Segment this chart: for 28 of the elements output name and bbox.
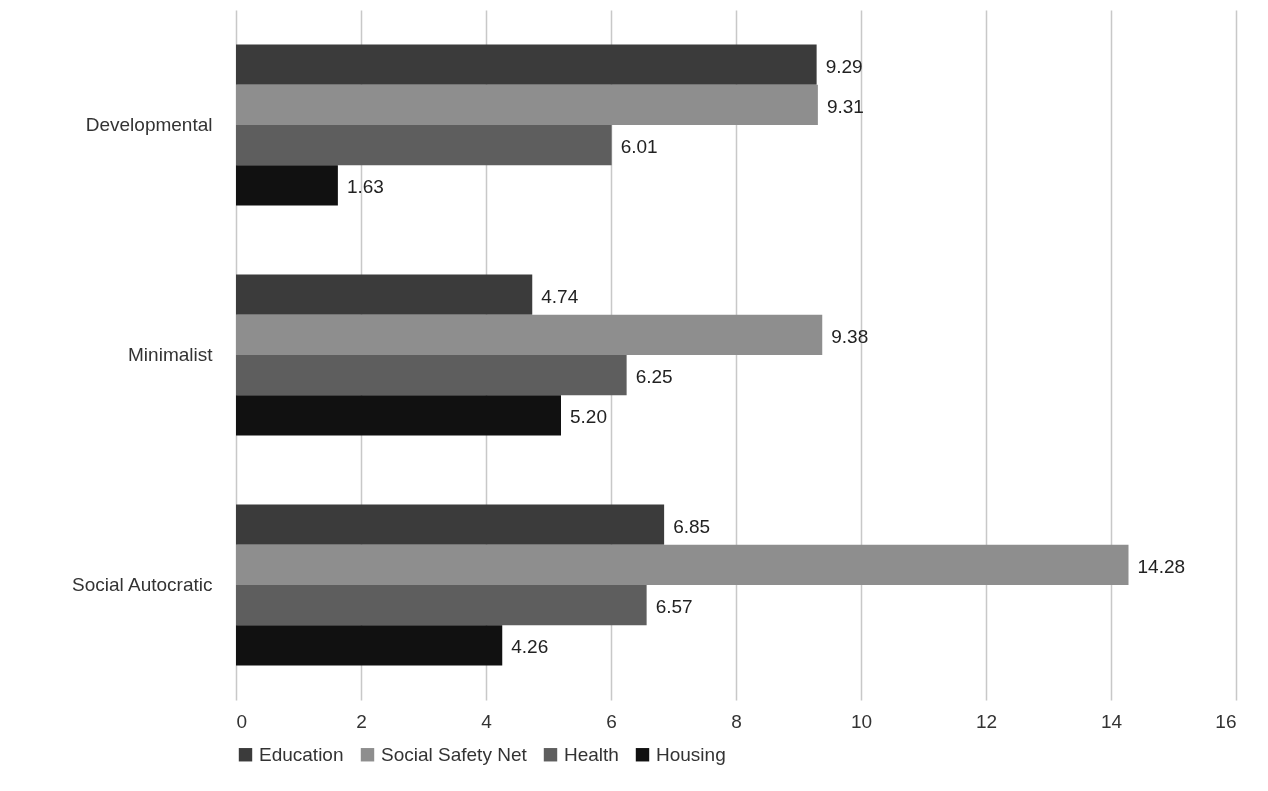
- data-label: 6.85: [673, 515, 711, 537]
- x-tick-label: 16: [1215, 710, 1237, 732]
- data-label: 14.28: [1137, 555, 1186, 577]
- data-label: 5.20: [570, 406, 607, 428]
- data-label: 9.31: [826, 95, 864, 117]
- x-tick-label: 14: [1100, 710, 1123, 732]
- x-tick-label: 10: [850, 710, 873, 732]
- data-label: 1.63: [346, 176, 384, 198]
- x-tick-label: 2: [356, 710, 367, 732]
- legend-label: Education: [259, 743, 344, 765]
- x-tick-label: 8: [731, 710, 742, 732]
- x-tick-label: 12: [975, 710, 998, 732]
- legend-label: Health: [564, 743, 619, 765]
- data-label: 9.29: [825, 55, 863, 77]
- x-tick-label: 6: [606, 710, 617, 732]
- data-label: 6.57: [655, 596, 693, 618]
- data-label: 4.26: [511, 636, 549, 658]
- y-tick-label: Developmental: [85, 114, 213, 135]
- legend-label: Social Safety Net: [381, 743, 528, 765]
- y-tick-label: Minimalist: [128, 344, 214, 365]
- data-label: 4.74: [541, 285, 579, 307]
- x-tick-label: 0: [236, 710, 248, 732]
- legend-label: Housing: [656, 743, 726, 765]
- data-label: 6.25: [635, 366, 673, 388]
- y-tick-label: Social Autocratic: [72, 574, 213, 595]
- data-label: 9.38: [831, 325, 869, 347]
- data-label: 6.01: [620, 136, 658, 158]
- x-tick-label: 4: [481, 710, 493, 732]
